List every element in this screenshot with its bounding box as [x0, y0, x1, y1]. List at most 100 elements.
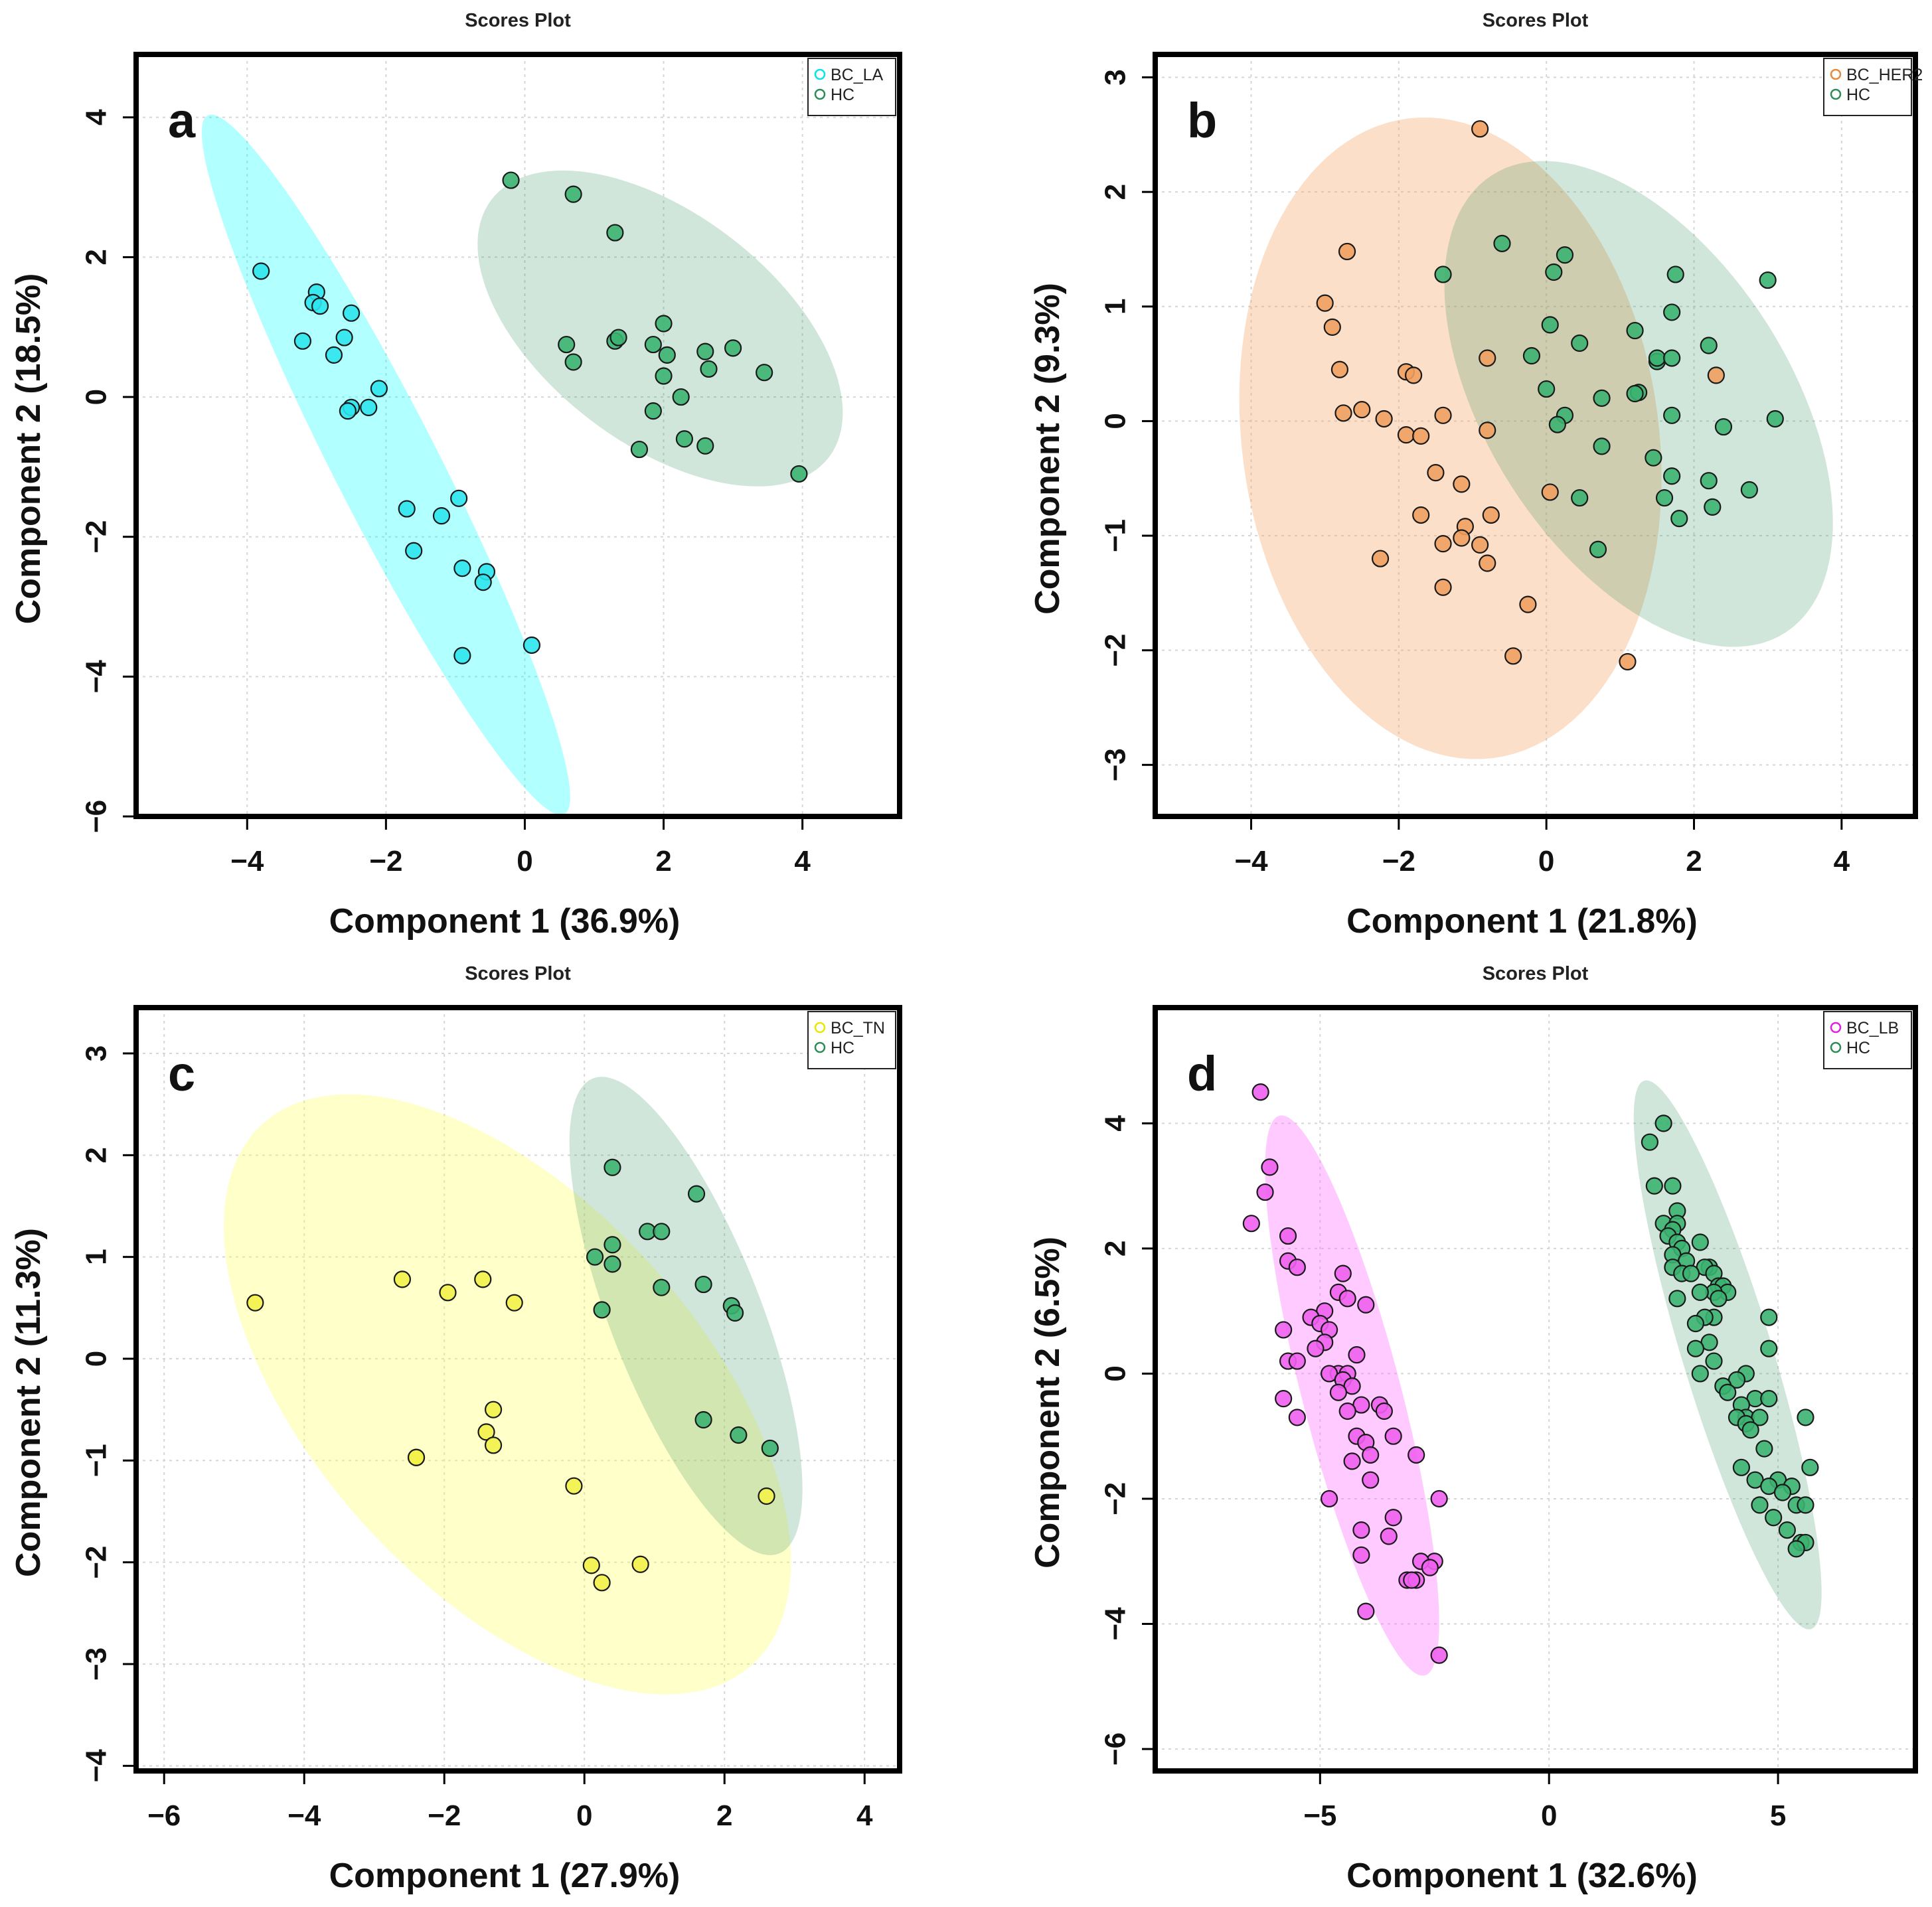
data-point [1371, 550, 1390, 568]
data-point [565, 1477, 583, 1495]
data-point [1645, 449, 1662, 467]
y-tick-label: 2 [80, 1147, 113, 1163]
data-point [1323, 318, 1341, 336]
legend-box [1823, 58, 1912, 116]
legend-marker [1830, 1041, 1842, 1053]
data-point [1686, 1339, 1705, 1357]
data-point [1430, 1646, 1448, 1664]
legend-box [1823, 1011, 1912, 1069]
data-point [1256, 1183, 1274, 1201]
data-point [1751, 1496, 1769, 1514]
data-point [604, 1158, 621, 1176]
plot-frame [133, 52, 902, 819]
legend-marker [1830, 68, 1842, 80]
data-point [1663, 406, 1681, 424]
data-point [1670, 510, 1688, 528]
y-tick-label: −3 [1099, 748, 1132, 781]
legend: BC_LB HC [1823, 1011, 1912, 1069]
data-point [604, 1255, 621, 1273]
legend-label: BC_TN [831, 1019, 885, 1037]
data-point [700, 360, 718, 378]
legend-marker [1830, 1022, 1842, 1033]
panel-label: b [1187, 93, 1217, 148]
legend-label: HC [1846, 86, 1870, 104]
data-point [1403, 1571, 1421, 1589]
data-point [293, 332, 312, 350]
data-point [1321, 1489, 1338, 1508]
data-point [644, 335, 662, 354]
data-point [655, 315, 673, 333]
data-point [1288, 1409, 1306, 1426]
x-tick-label: −2 [1382, 845, 1415, 877]
x-tick-label: 4 [794, 845, 811, 877]
legend-box [807, 1011, 896, 1069]
data-point [1686, 1314, 1705, 1333]
data-point [1548, 416, 1566, 433]
data-point [1504, 647, 1522, 665]
data-point [1541, 316, 1559, 334]
data-point [1316, 294, 1334, 312]
y-axis-label: Component 2 (18.5%) [9, 273, 48, 625]
data-point [1493, 234, 1511, 252]
data-point [1655, 489, 1674, 507]
data-point [1571, 489, 1589, 507]
x-tick-label: 0 [1541, 1799, 1557, 1832]
data-point [1797, 1496, 1814, 1514]
data-point [761, 1439, 779, 1458]
data-point [1619, 652, 1637, 671]
data-point [339, 402, 357, 420]
data-point [342, 304, 361, 322]
data-point [450, 489, 468, 507]
data-point [1732, 1458, 1750, 1476]
data-point [370, 380, 388, 398]
data-point [564, 185, 582, 203]
x-tick-label: −4 [1234, 845, 1268, 877]
data-point [1645, 1177, 1663, 1195]
x-axis-label: Component 1 (32.6%) [1346, 1857, 1698, 1895]
data-point [1641, 1133, 1659, 1151]
x-tick-label: 2 [716, 1799, 732, 1832]
data-point [505, 1294, 523, 1312]
data-point [687, 1185, 706, 1203]
data-point [1307, 1339, 1325, 1357]
data-point [1787, 1540, 1805, 1558]
plot-frame [1153, 1005, 1918, 1774]
y-tick-label: 4 [80, 109, 113, 125]
panel-label: a [168, 93, 196, 148]
panel-a: Scores Plot −4 −2 0 2 4 −6 −4 −2 0 2 4 Component 1 (… [9, 10, 902, 941]
legend-label: HC [1846, 1039, 1870, 1057]
chart-title: Scores Plot [1483, 963, 1589, 984]
data-point [1412, 427, 1430, 445]
data-point [1479, 421, 1496, 439]
ellipse-bc-tn [224, 1094, 791, 1695]
data-point [1593, 389, 1611, 407]
legend-marker [814, 1022, 826, 1033]
legend-label: BC_HER2 [1846, 66, 1923, 84]
data-point [1759, 271, 1777, 289]
data-point [1375, 410, 1393, 428]
legend: BC_TN HC [807, 1011, 896, 1069]
x-tick-label: 0 [576, 1799, 592, 1832]
data-point [790, 465, 808, 483]
data-point [439, 1284, 457, 1302]
data-point [1654, 1114, 1672, 1132]
data-point [756, 364, 773, 382]
data-point [1663, 303, 1681, 321]
y-axis-label: Component 2 (9.3%) [1028, 283, 1067, 615]
data-point [658, 346, 676, 364]
x-tick-label: −4 [287, 1799, 321, 1832]
data-point [606, 224, 624, 242]
data-point [672, 388, 690, 406]
y-tick-label: 2 [1099, 184, 1132, 200]
data-point [393, 1270, 412, 1288]
data-point [1397, 426, 1415, 444]
data-point [1626, 321, 1644, 340]
data-point [1778, 1521, 1796, 1539]
y-tick-label: 3 [80, 1045, 113, 1061]
data-point [1773, 1484, 1792, 1501]
data-point [1338, 242, 1356, 261]
data-point [1479, 349, 1496, 367]
data-point [453, 647, 471, 664]
data-point [1434, 266, 1452, 283]
